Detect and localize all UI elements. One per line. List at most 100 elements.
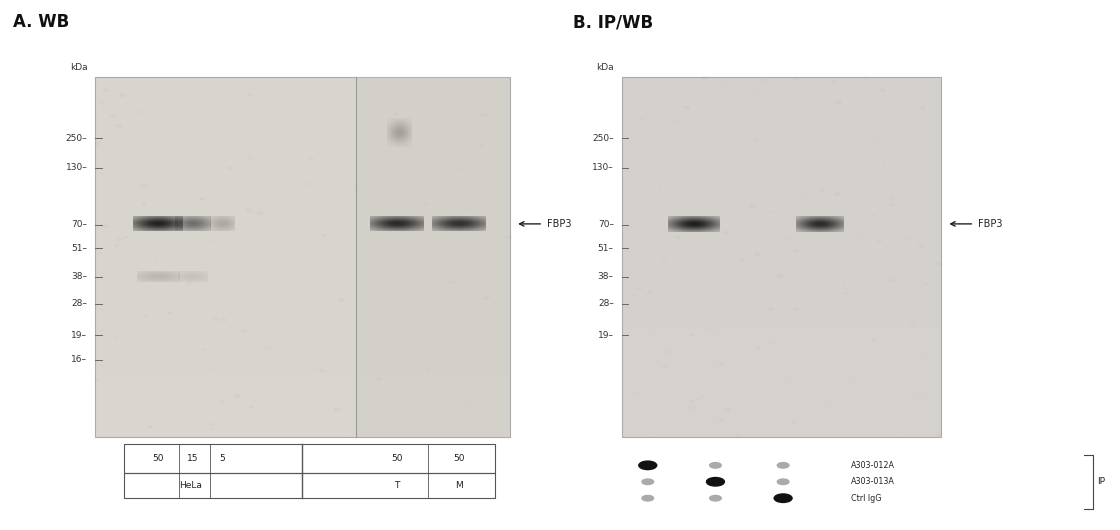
Bar (95, 257, 510, 266)
Bar (622, 329, 941, 338)
Bar (95, 320, 510, 329)
Bar (622, 221, 941, 230)
Bar (95, 104, 510, 113)
Text: 28–: 28– (598, 299, 614, 308)
Bar (95, 77, 510, 86)
Text: A303-012A: A303-012A (851, 461, 895, 470)
Bar (356, 77, 510, 437)
Text: 50: 50 (454, 454, 465, 463)
Text: 130–: 130– (592, 163, 614, 172)
Bar (124, 444, 495, 473)
Bar (622, 113, 941, 122)
Bar (95, 248, 510, 257)
Bar (95, 149, 510, 158)
Bar (622, 374, 941, 383)
Bar (622, 104, 941, 113)
Text: kDa: kDa (69, 63, 87, 72)
Bar (95, 77, 510, 437)
Bar (622, 293, 941, 302)
Bar (622, 239, 941, 248)
Circle shape (774, 494, 792, 502)
Bar (95, 95, 510, 104)
Bar (622, 176, 941, 185)
Bar (622, 428, 941, 437)
Circle shape (638, 461, 656, 470)
Bar (95, 266, 510, 275)
Text: 250–: 250– (66, 134, 87, 143)
Bar (622, 383, 941, 392)
Text: Ctrl IgG: Ctrl IgG (851, 494, 881, 502)
Text: 130–: 130– (66, 163, 87, 172)
Bar (95, 428, 510, 437)
Bar (622, 275, 941, 284)
Text: B. IP/WB: B. IP/WB (573, 13, 654, 31)
Text: kDa: kDa (596, 63, 614, 72)
Bar (622, 257, 941, 266)
Bar (622, 185, 941, 194)
Text: 70–: 70– (72, 220, 87, 229)
Text: FBP3: FBP3 (978, 219, 1002, 229)
Bar (95, 158, 510, 167)
Bar (95, 410, 510, 419)
Text: IP: IP (1098, 478, 1105, 486)
Bar (622, 248, 941, 257)
Bar (95, 347, 510, 356)
Bar (622, 392, 941, 401)
Text: 19–: 19– (598, 331, 614, 340)
Circle shape (777, 479, 788, 484)
Text: T: T (394, 481, 400, 490)
Text: 51–: 51– (598, 244, 614, 253)
Bar (622, 140, 941, 149)
Bar (95, 374, 510, 383)
Bar (622, 77, 941, 86)
Bar (95, 419, 510, 428)
Bar (95, 86, 510, 95)
Bar (95, 329, 510, 338)
Bar (95, 176, 510, 185)
Bar (622, 419, 941, 428)
Bar (622, 230, 941, 239)
Bar (95, 140, 510, 149)
Bar (622, 356, 941, 365)
Bar (622, 86, 941, 95)
Bar (95, 185, 510, 194)
Bar (622, 302, 941, 311)
Circle shape (710, 463, 721, 468)
Text: 38–: 38– (72, 272, 87, 281)
Bar (124, 473, 495, 498)
Bar (95, 338, 510, 347)
Circle shape (642, 479, 654, 484)
Bar (622, 347, 941, 356)
Bar (622, 212, 941, 221)
Text: 70–: 70– (598, 220, 614, 229)
Bar (95, 230, 510, 239)
Bar (95, 311, 510, 320)
Bar (622, 338, 941, 347)
Text: 50: 50 (152, 454, 164, 463)
Text: 16–: 16– (72, 355, 87, 364)
Bar (622, 266, 941, 275)
Bar (95, 122, 510, 131)
Circle shape (710, 496, 721, 501)
Bar (95, 239, 510, 248)
Text: 250–: 250– (592, 134, 614, 143)
Bar (95, 365, 510, 374)
Text: M: M (455, 481, 463, 490)
Text: A303-013A: A303-013A (851, 478, 895, 486)
Bar (95, 203, 510, 212)
Bar (622, 77, 941, 437)
Bar (622, 122, 941, 131)
Text: A. WB: A. WB (13, 13, 69, 31)
Bar (622, 194, 941, 203)
Bar (95, 113, 510, 122)
Text: HeLa: HeLa (179, 481, 202, 490)
Bar (622, 401, 941, 410)
Bar (622, 158, 941, 167)
Bar (622, 284, 941, 293)
Bar (95, 212, 510, 221)
Text: 51–: 51– (72, 244, 87, 253)
Bar (95, 284, 510, 293)
Bar (622, 167, 941, 176)
Bar (95, 302, 510, 311)
Bar (622, 203, 941, 212)
